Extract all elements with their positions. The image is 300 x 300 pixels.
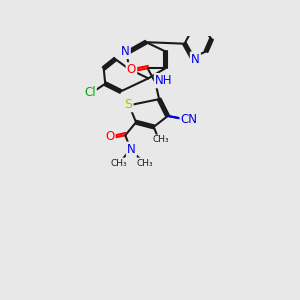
Text: Cl: Cl xyxy=(84,86,96,99)
Text: CH₃: CH₃ xyxy=(110,158,127,167)
Text: CH₃: CH₃ xyxy=(152,136,169,145)
Text: O: O xyxy=(127,63,136,76)
Text: S: S xyxy=(124,98,132,111)
Text: N: N xyxy=(191,52,200,66)
Text: CH₃: CH₃ xyxy=(136,158,153,167)
Text: NH: NH xyxy=(155,74,172,87)
Text: O: O xyxy=(105,130,115,143)
Text: N: N xyxy=(121,45,130,58)
Text: CN: CN xyxy=(181,113,198,126)
Text: N: N xyxy=(127,143,136,156)
